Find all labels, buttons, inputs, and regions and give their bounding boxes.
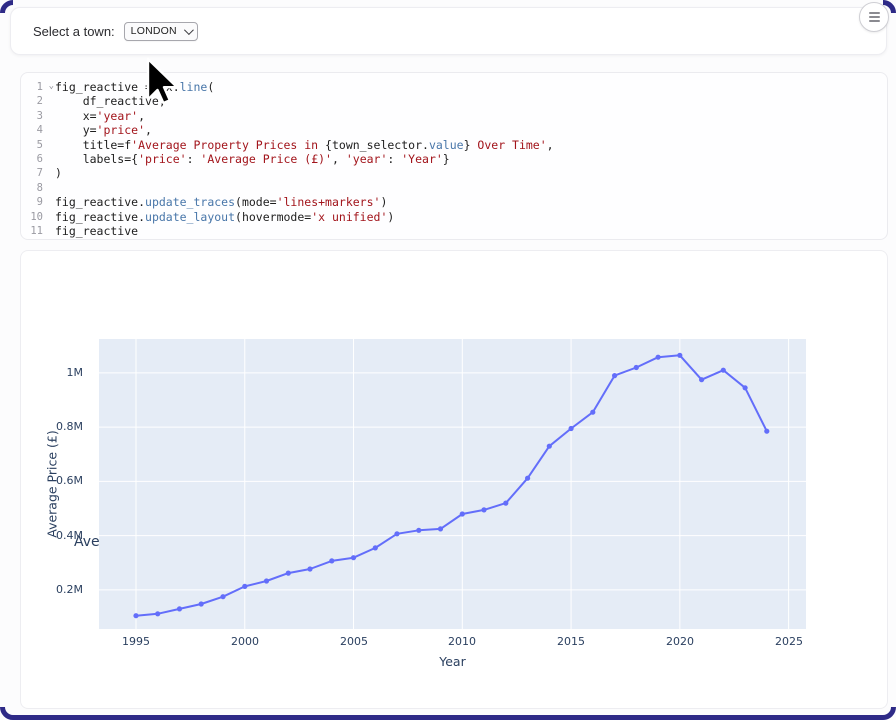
line-number: 3	[36, 109, 43, 122]
line-number: 5	[36, 138, 43, 151]
x-axis-title: Year	[439, 654, 466, 669]
y-tick-label: 1M	[66, 366, 84, 379]
code-line: x='year',	[55, 108, 146, 123]
data-point-marker	[459, 511, 465, 517]
hamburger-icon	[868, 12, 880, 14]
code-line: y='price',	[55, 123, 152, 138]
price-line-series	[135, 354, 768, 617]
line-number: 10	[30, 210, 43, 223]
data-point-marker	[263, 578, 270, 584]
code-line: fig_reactive	[55, 223, 139, 238]
code-line	[55, 181, 887, 195]
data-point-marker	[633, 364, 639, 371]
line-number: 7	[36, 167, 43, 180]
data-point-marker	[546, 443, 552, 449]
plot-background	[99, 339, 806, 629]
data-point-marker	[590, 409, 596, 415]
code-editor[interactable]: 1 ⌄ 2 3 4 5 6 7 8 9 10 11 fig_reactive = px.line( d…	[20, 72, 888, 240]
data-point-marker	[133, 613, 139, 619]
data-point-marker	[372, 545, 378, 551]
x-tick-label: 2000	[231, 635, 259, 648]
data-point-marker	[155, 611, 161, 617]
town-widget-card: Select a town: LONDON	[10, 7, 887, 55]
data-point-marker	[612, 373, 618, 379]
data-point-marker	[307, 566, 313, 572]
line-number: 2	[36, 95, 43, 108]
code-line: labels={'price': 'Average Price (£)', 'y…	[55, 151, 450, 166]
frame-cover	[891, 13, 896, 707]
data-point-marker	[198, 601, 204, 607]
chevron-down-icon	[183, 24, 194, 35]
x-tick-label: 2005	[340, 635, 368, 648]
y-tick-label: 0.8M	[56, 420, 83, 433]
y-tick-label: 0.2M	[56, 583, 83, 596]
data-point-marker	[437, 526, 444, 532]
code-content: fig_reactive = px.line( df_reactive, x='…	[55, 80, 887, 239]
data-point-marker	[481, 507, 487, 513]
data-point-marker	[176, 606, 183, 612]
data-point-marker	[285, 570, 291, 576]
data-point-marker	[677, 352, 683, 358]
data-point-marker	[699, 377, 705, 383]
line-number: 11	[30, 224, 43, 237]
code-line: df_reactive,	[55, 94, 166, 109]
x-tick-label: 1995	[122, 635, 150, 648]
data-point-marker	[503, 500, 509, 506]
code-line: fig_reactive.update_layout(hovermode='x …	[55, 209, 395, 224]
data-point-marker	[350, 555, 357, 561]
data-point-marker	[720, 367, 726, 373]
chart-output-card: Average Property Prices in LONDON Over T…	[20, 250, 888, 709]
town-select-label: Select a town:	[33, 23, 115, 39]
line-number-gutter: 1 ⌄ 2 3 4 5 6 7 8 9 10 11	[21, 80, 55, 239]
line-number: 1 ⌄	[36, 81, 54, 93]
x-tick-label: 2015	[557, 635, 585, 648]
data-point-marker	[220, 594, 226, 600]
data-point-marker	[655, 354, 661, 360]
code-line: fig_reactive = px.line(	[55, 80, 215, 94]
y-tick-label: 0.4M	[56, 529, 83, 542]
data-point-marker	[242, 583, 248, 589]
line-number: 4	[36, 124, 43, 137]
code-line: )	[55, 166, 62, 181]
y-tick-label: 0.6M	[56, 474, 83, 487]
y-axis-ticks: 0.2M 0.4M 0.6M 0.8M 1M	[21, 339, 89, 629]
x-tick-label: 2025	[775, 635, 803, 648]
x-axis-ticks: 1995 2000 2005 2010 2015 2020 2025	[99, 635, 806, 649]
code-line: fig_reactive.update_traces(mode='lines+m…	[55, 195, 388, 210]
line-number: 9	[36, 196, 43, 209]
frame-cover	[13, 0, 883, 5]
data-point-marker	[568, 425, 574, 432]
x-tick-label: 2010	[448, 635, 476, 648]
line-number: 8	[36, 181, 43, 194]
code-line: title=f'Average Property Prices in {town…	[55, 137, 554, 152]
data-point-marker	[764, 428, 770, 434]
data-point-marker	[394, 531, 400, 537]
frame-cover	[0, 13, 5, 707]
data-point-marker	[742, 385, 748, 391]
data-point-marker	[525, 475, 531, 481]
data-point-marker	[329, 558, 335, 564]
plot-area[interactable]	[99, 339, 806, 629]
x-tick-label: 2020	[666, 635, 694, 648]
town-select[interactable]: LONDON	[123, 21, 198, 41]
fold-arrow-icon[interactable]: ⌄	[48, 81, 54, 91]
menu-button[interactable]	[859, 2, 889, 32]
town-select-value: LONDON	[130, 25, 177, 37]
data-point-marker	[416, 527, 422, 533]
line-number: 6	[36, 152, 43, 165]
